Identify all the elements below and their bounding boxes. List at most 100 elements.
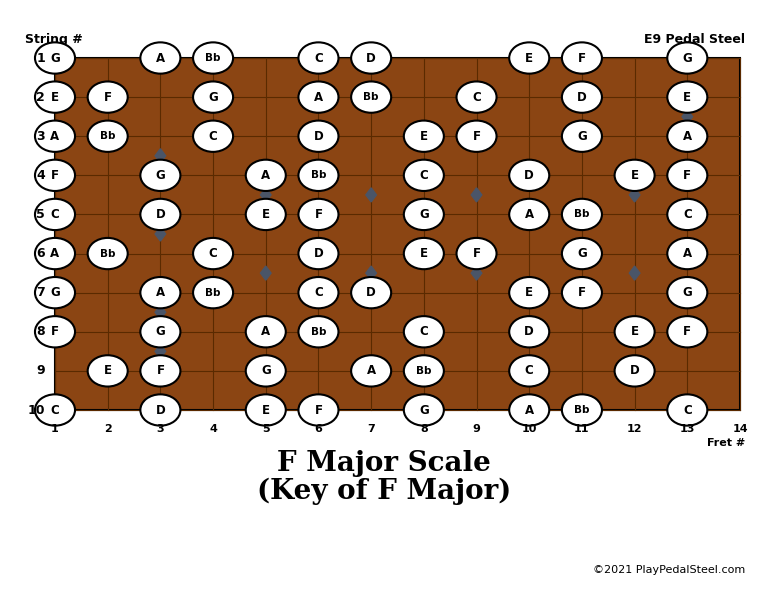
Text: A: A (261, 326, 270, 338)
Text: D: D (313, 247, 323, 260)
Ellipse shape (88, 81, 127, 113)
Text: F: F (157, 364, 164, 377)
Text: E: E (420, 247, 428, 260)
Ellipse shape (246, 394, 286, 426)
Text: F Major Scale: F Major Scale (277, 450, 491, 477)
Text: F: F (314, 208, 323, 221)
Text: A: A (51, 130, 60, 143)
Text: D: D (313, 130, 323, 143)
Text: F: F (104, 91, 111, 104)
Ellipse shape (299, 42, 339, 74)
Ellipse shape (299, 120, 339, 152)
Text: 6: 6 (315, 424, 323, 434)
Ellipse shape (35, 316, 75, 347)
Text: Fret #: Fret # (707, 438, 745, 448)
Ellipse shape (509, 355, 549, 387)
Text: G: G (419, 208, 429, 221)
Ellipse shape (35, 238, 75, 269)
Polygon shape (629, 266, 640, 280)
Text: E: E (262, 403, 270, 416)
Ellipse shape (404, 394, 444, 426)
Ellipse shape (351, 355, 391, 387)
Text: D: D (525, 326, 534, 338)
Ellipse shape (351, 81, 391, 113)
Ellipse shape (88, 355, 127, 387)
Text: 5: 5 (36, 208, 45, 221)
Ellipse shape (404, 238, 444, 269)
Text: A: A (525, 208, 534, 221)
Text: A: A (261, 169, 270, 182)
Text: 9: 9 (472, 424, 481, 434)
Ellipse shape (193, 238, 233, 269)
Text: F: F (684, 169, 691, 182)
Ellipse shape (141, 316, 180, 347)
Text: C: C (683, 208, 692, 221)
Text: G: G (419, 403, 429, 416)
Ellipse shape (614, 316, 654, 347)
Text: D: D (366, 52, 376, 65)
Text: 7: 7 (36, 286, 45, 299)
Text: E: E (525, 286, 533, 299)
Ellipse shape (667, 42, 707, 74)
Text: G: G (683, 52, 692, 65)
Text: G: G (50, 286, 60, 299)
Ellipse shape (299, 277, 339, 308)
Text: C: C (314, 52, 323, 65)
Ellipse shape (246, 316, 286, 347)
Text: C: C (683, 403, 692, 416)
Text: 6: 6 (36, 247, 45, 260)
Ellipse shape (509, 42, 549, 74)
Text: 8: 8 (420, 424, 428, 434)
Text: 10: 10 (28, 403, 45, 416)
Text: G: G (577, 247, 587, 260)
Ellipse shape (614, 355, 654, 387)
Text: Bb: Bb (574, 405, 590, 415)
Text: A: A (156, 52, 165, 65)
Ellipse shape (404, 199, 444, 230)
Ellipse shape (299, 238, 339, 269)
Text: F: F (51, 326, 59, 338)
Ellipse shape (667, 277, 707, 308)
Text: F: F (51, 169, 59, 182)
Ellipse shape (404, 160, 444, 191)
Ellipse shape (614, 160, 654, 191)
Text: A: A (683, 247, 692, 260)
Ellipse shape (562, 120, 602, 152)
Text: A: A (525, 403, 534, 416)
Text: 3: 3 (157, 424, 164, 434)
Text: D: D (630, 364, 640, 377)
Text: C: C (51, 208, 59, 221)
Ellipse shape (509, 316, 549, 347)
Text: E: E (104, 364, 111, 377)
Ellipse shape (141, 42, 180, 74)
Ellipse shape (404, 120, 444, 152)
Ellipse shape (141, 160, 180, 191)
Ellipse shape (351, 277, 391, 308)
Text: C: C (525, 364, 534, 377)
Text: D: D (155, 208, 165, 221)
Polygon shape (155, 305, 166, 319)
Polygon shape (155, 149, 166, 163)
Text: 4: 4 (209, 424, 217, 434)
Text: E: E (262, 208, 270, 221)
Text: 2: 2 (104, 424, 111, 434)
Text: E: E (51, 91, 59, 104)
Ellipse shape (246, 199, 286, 230)
Text: Bb: Bb (416, 366, 432, 376)
Text: 14: 14 (732, 424, 748, 434)
Ellipse shape (246, 160, 286, 191)
Text: Bb: Bb (311, 327, 326, 337)
Text: C: C (314, 286, 323, 299)
Ellipse shape (193, 81, 233, 113)
Text: 9: 9 (36, 364, 45, 377)
Polygon shape (366, 266, 376, 280)
Ellipse shape (88, 238, 127, 269)
Text: A: A (51, 247, 60, 260)
Ellipse shape (35, 394, 75, 426)
Text: Bb: Bb (574, 209, 590, 219)
Text: 1: 1 (36, 52, 45, 65)
Ellipse shape (193, 277, 233, 308)
Ellipse shape (667, 160, 707, 191)
Ellipse shape (141, 355, 180, 387)
Ellipse shape (562, 277, 602, 308)
